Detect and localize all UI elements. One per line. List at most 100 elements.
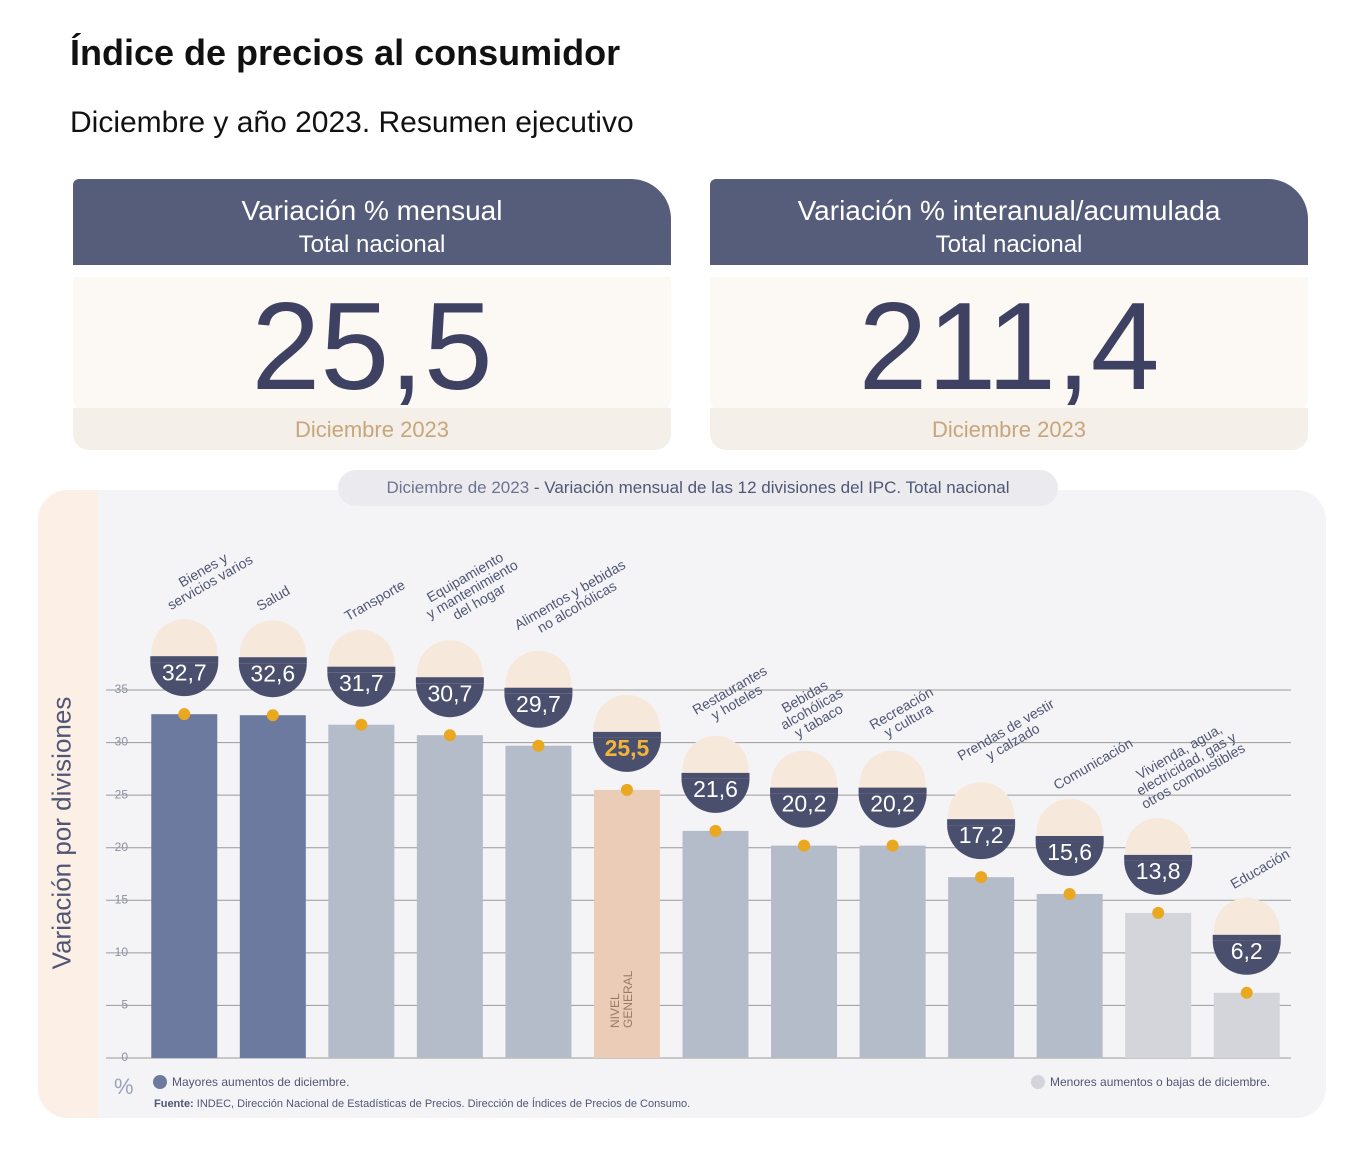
value-bubble-band	[592, 731, 661, 738]
value-bubble	[150, 662, 219, 697]
value-label: 20,2	[870, 791, 915, 817]
value-bubble	[681, 778, 750, 813]
card-period: Diciembre 2023	[73, 408, 671, 450]
y-unit: %	[114, 1074, 134, 1099]
bar	[948, 877, 1015, 1058]
value-dot	[266, 709, 279, 722]
chart-title: Diciembre de 2023 - Variación mensual de…	[338, 470, 1058, 506]
value-label: 25,5	[605, 735, 650, 761]
value-label: 32,7	[162, 659, 207, 685]
value-label: 32,6	[250, 660, 295, 686]
bar	[151, 714, 218, 1058]
value-bubble-band	[504, 687, 573, 694]
chart-title-date: Diciembre de 2023	[386, 478, 530, 497]
bar	[1036, 893, 1103, 1058]
value-bubble	[238, 663, 307, 698]
value-dot	[709, 824, 722, 837]
bar	[1125, 912, 1192, 1058]
card-title: Variación % mensual	[241, 195, 503, 226]
value-bubble	[770, 793, 839, 828]
bar	[1213, 992, 1280, 1058]
card-title: Variación % interanual/acumulada	[797, 195, 1221, 226]
bar	[593, 789, 660, 1058]
value-label: 15,6	[1047, 839, 1092, 865]
value-bubble	[504, 693, 573, 728]
bar	[505, 745, 572, 1058]
value-bubble	[415, 683, 484, 718]
card-value: 211,4	[710, 277, 1308, 415]
value-bubble	[1212, 940, 1281, 975]
value-bubble-band	[858, 787, 927, 794]
value-bubble	[1124, 860, 1193, 895]
page-title: Índice de precios al consumidor	[70, 32, 621, 73]
bar	[859, 845, 926, 1058]
value-bubble	[947, 825, 1016, 860]
bar	[328, 724, 395, 1058]
y-tick-label: 10	[115, 945, 129, 959]
page-subtitle: Diciembre y año 2023. Resumen ejecutivo	[70, 106, 634, 139]
value-label: 21,6	[693, 776, 738, 802]
value-label: 20,2	[782, 791, 827, 817]
value-bubble-band	[1035, 835, 1104, 842]
card-period: Diciembre 2023	[710, 408, 1308, 450]
y-tick-label: 25	[115, 787, 129, 801]
source-text: INDEC, Dirección Nacional de Estadística…	[196, 1098, 691, 1110]
value-bubble-band	[150, 656, 219, 663]
value-bubble	[858, 793, 927, 828]
value-dot	[1152, 906, 1165, 919]
value-bubble	[592, 737, 661, 772]
value-dot	[620, 783, 633, 796]
chart-title-text: - Variación mensual de las 12 divisiones…	[533, 478, 1010, 497]
card-header: Variación % interanual/acumulada Total n…	[710, 179, 1308, 265]
value-dot	[1240, 986, 1253, 999]
bar	[416, 735, 483, 1058]
value-bubble	[1035, 841, 1104, 876]
bar	[682, 830, 749, 1058]
value-bubble-band	[238, 657, 307, 664]
value-label: 17,2	[959, 822, 1004, 848]
y-tick-label: 20	[115, 840, 129, 854]
value-bubble	[327, 672, 396, 707]
card-subtitle: Total nacional	[935, 231, 1083, 258]
value-label: 31,7	[339, 670, 384, 696]
y-tick-label: 15	[115, 892, 129, 906]
value-dot	[1063, 887, 1076, 900]
bar	[771, 845, 838, 1058]
value-dot	[886, 839, 899, 852]
value-bubble-band	[681, 772, 750, 779]
y-tick-label: 0	[121, 1050, 128, 1064]
value-label: 13,8	[1136, 858, 1181, 884]
value-dot	[178, 708, 191, 721]
x-tick-label: NIVEL GENERAL	[607, 970, 635, 1028]
card: Variación % mensual Total nacional 25,5 …	[73, 179, 671, 450]
value-bubble-band	[947, 819, 1016, 826]
value-label: 6,2	[1231, 938, 1263, 964]
value-label: 29,7	[516, 691, 561, 717]
legend-label: Menores aumentos o bajas de diciembre.	[1050, 1075, 1270, 1089]
value-bubble-band	[327, 666, 396, 673]
panel-strip	[38, 490, 98, 1118]
value-bubble-band	[1212, 934, 1281, 941]
card: Variación % interanual/acumulada Total n…	[710, 179, 1308, 450]
value-dot	[355, 718, 368, 731]
legend-swatch	[153, 1075, 167, 1089]
value-bubble-band	[415, 677, 484, 684]
value-label: 30,7	[428, 680, 473, 706]
legend-label: Mayores aumentos de diciembre.	[172, 1075, 349, 1089]
y-tick-label: 30	[115, 735, 129, 749]
value-bubble-band	[770, 787, 839, 794]
value-dot	[443, 729, 456, 742]
source: Fuente: INDEC, Dirección Nacional de Est…	[154, 1098, 690, 1110]
source-label: Fuente:	[154, 1098, 194, 1110]
value-dot	[975, 871, 988, 884]
bar	[239, 715, 306, 1058]
value-bubble-band	[1124, 854, 1193, 861]
card-subtitle: Total nacional	[298, 231, 446, 258]
y-tick-label: 35	[115, 682, 129, 696]
card-value: 25,5	[73, 277, 671, 415]
value-dot	[532, 739, 545, 752]
y-tick-label: 5	[121, 998, 128, 1012]
legend-swatch	[1031, 1075, 1045, 1089]
